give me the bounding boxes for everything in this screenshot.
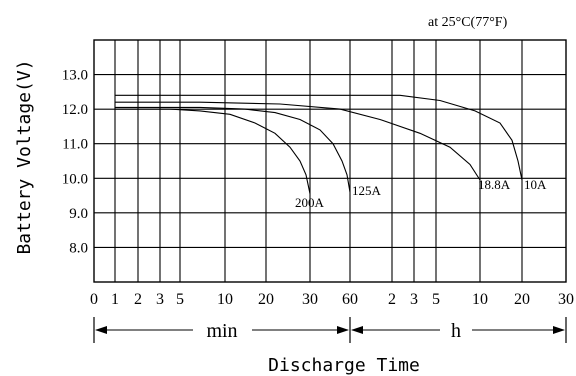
y-tick-label: 9.0 [69,206,88,222]
x-tick-label: 30 [558,291,574,308]
y-tick-labels: 13.0 12.0 11.0 10.0 9.0 8.0 [62,68,88,257]
x-tick-label: 2 [134,291,142,308]
series-label: 18.8A [478,177,511,192]
range-indicators: min h [93,317,567,343]
series-line-10A [115,94,523,181]
grid [94,40,566,282]
series-labels: 200A 125A 18.8A 10A [295,177,547,210]
series-line-200A [115,108,311,194]
x-axis-label: Discharge Time [268,355,420,376]
x-tick-label: 30 [302,291,318,308]
h-arrow-left-head [351,326,363,334]
x-tick-label: 20 [514,291,530,308]
x-tick-label: 10 [472,291,488,308]
x-tick-label: 1 [111,291,119,308]
chart-title: at 25°C(77°F) [428,15,508,30]
y-tick-label: 10.0 [62,171,88,187]
h-label: h [451,320,461,342]
x-tick-label: 20 [258,291,274,308]
plot-frame [93,39,567,283]
y-tick-label: 11.0 [62,137,88,153]
min-label: min [206,320,237,342]
series-line-125A [115,106,351,193]
curves [115,94,523,194]
x-tick-label: 5 [432,291,440,308]
y-tick-label: 8.0 [69,240,88,256]
x-tick-label: 5 [176,291,184,308]
x-tick-label: 3 [410,291,418,308]
x-tick-label: 0 [90,291,98,308]
min-arrow-left-head [95,326,107,334]
h-arrow-right-head [553,326,565,334]
x-tick-label: 10 [217,291,233,308]
x-tick-labels: 0 1 2 3 5 10 20 30 60 2 3 5 10 20 30 [90,291,574,308]
series-label: 10A [524,177,547,192]
x-tick-label: 60 [342,291,358,308]
y-axis-label: Battery Voltage(V) [14,59,35,254]
x-tick-label: 3 [156,291,164,308]
x-tick-label: 2 [388,291,396,308]
series-label: 125A [352,183,382,198]
y-tick-label: 12.0 [62,102,88,118]
min-arrow-right-head [337,326,349,334]
series-line-18-8A [115,101,481,181]
series-label: 200A [295,195,325,210]
y-tick-label: 13.0 [62,68,88,84]
plot-border [93,39,567,283]
